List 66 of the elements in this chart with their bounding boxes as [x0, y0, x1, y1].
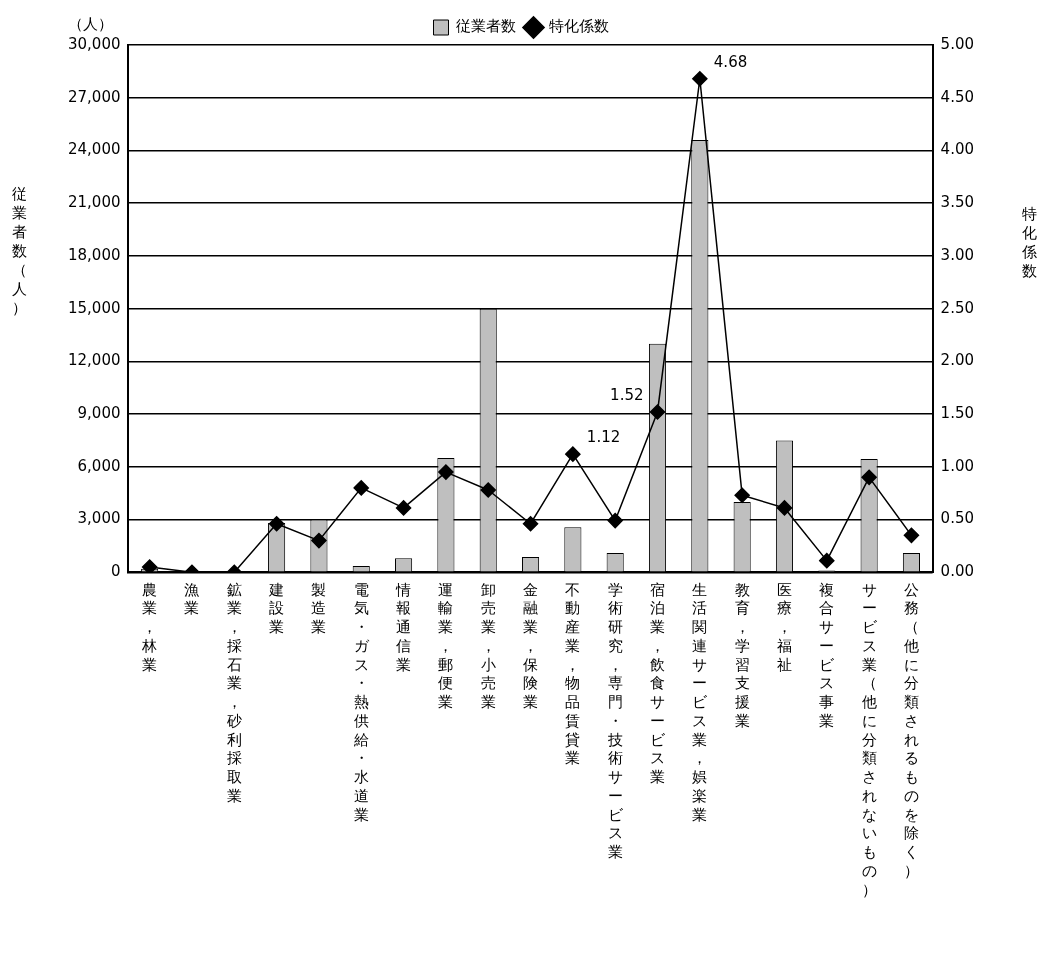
x-tick-label: 卸売業，小売業: [480, 580, 496, 712]
category-label: 鉱業，採石業，砂利採取業: [226, 580, 242, 805]
y2-tick-label: 0.00: [940, 562, 975, 581]
category-label: 宿泊業，飲食サービス業: [650, 580, 666, 787]
point: [776, 500, 793, 516]
y2-tick-label: 3.00: [940, 245, 975, 264]
data-label: 1.52: [610, 385, 644, 404]
y-tick-label: 18,000: [67, 245, 121, 264]
point: [692, 70, 708, 87]
point: [819, 552, 835, 569]
legend-label: 従業者数: [456, 17, 516, 36]
x-tick-label: 農業，林業: [141, 580, 158, 674]
y2-tick-label: 0.50: [940, 509, 975, 528]
text: （人）: [68, 15, 114, 34]
point: [353, 480, 370, 496]
x-tick-label: 複合サービス事業: [819, 580, 836, 730]
y2-axis-title: 特化係数: [1020, 205, 1038, 281]
point: [141, 559, 158, 573]
category-label: 公務（他に分類されるものを除く）: [903, 580, 919, 880]
y-tick-label: 0: [110, 562, 121, 581]
x-tick-label: 建設業: [268, 580, 285, 637]
y2-tick-label: 1.50: [940, 403, 975, 422]
y-tick-label: 21,000: [67, 193, 121, 212]
y-tick-label: 15,000: [67, 298, 121, 317]
point: [480, 482, 496, 498]
x-tick-label: 医療，福祉: [776, 580, 792, 674]
y-tick-label: 3,000: [77, 509, 121, 528]
point: [311, 532, 327, 549]
x-tick-label: 教育，学習支援業: [734, 580, 750, 730]
x-tick-label: 漁業: [184, 580, 200, 618]
point: [565, 446, 581, 462]
category-label: 不動産業，物品賃貸業: [565, 580, 581, 768]
point: [734, 487, 750, 504]
point: [268, 515, 285, 532]
y2-tick-label: 4.50: [940, 87, 975, 106]
y-tick-label: 27,000: [67, 87, 121, 106]
y2-tick-label: 2.50: [940, 298, 975, 317]
data-label: 4.68: [713, 52, 748, 71]
y2-tick-label: 4.00: [940, 140, 975, 159]
y2-tick-label: 2.00: [940, 351, 975, 370]
y-tick-label: 24,000: [67, 140, 121, 159]
y-tick-label: 30,000: [67, 34, 121, 53]
y-tick-label: 6,000: [77, 456, 121, 475]
point: [861, 469, 877, 486]
data-label: 1.12: [586, 428, 621, 447]
category-label: 生活関連サービス業，娯楽業: [692, 580, 708, 824]
point: [607, 512, 623, 529]
x-tick-label: 運輸業，郵便業: [438, 580, 454, 712]
legend-label: 特化係数: [548, 17, 609, 36]
y2-tick-label: 5.00: [940, 34, 975, 53]
point: [903, 527, 920, 544]
category-label: 学術研究，専門・技術サービス業: [607, 580, 623, 862]
point: [649, 404, 666, 420]
point: [522, 515, 539, 532]
y-axis-title: 従業者数（人）: [10, 185, 28, 318]
x-tick-label: 製造業: [311, 580, 327, 637]
y2-tick-label: 1.00: [940, 456, 975, 475]
x-tick-label: 情報通信業: [395, 580, 412, 674]
y-tick-label: 9,000: [77, 403, 121, 422]
point: [438, 464, 454, 480]
y2-tick-label: 3.50: [940, 193, 975, 212]
point: [395, 500, 412, 516]
category-label: サービス業（他に分類されないもの）: [861, 580, 877, 899]
x-tick-label: 金融業，保険業: [523, 580, 539, 712]
y-tick-label: 12,000: [67, 351, 121, 370]
category-label: 電気・ガス・熱供給・水道業: [353, 580, 369, 824]
